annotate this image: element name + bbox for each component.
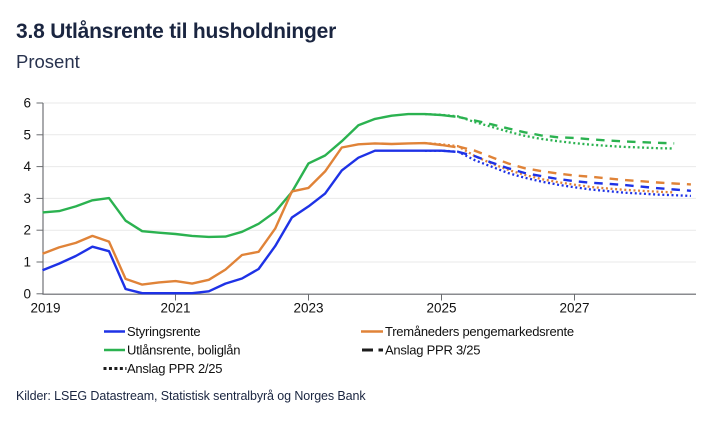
svg-text:Tremåneders pengemarkedsrente: Tremåneders pengemarkedsrente — [385, 324, 574, 339]
svg-text:2025: 2025 — [426, 301, 456, 316]
svg-text:4: 4 — [23, 159, 31, 174]
svg-text:2: 2 — [23, 223, 31, 238]
svg-text:3: 3 — [23, 191, 31, 206]
svg-text:Anslag PPR 2/25: Anslag PPR 2/25 — [127, 361, 222, 376]
svg-text:2023: 2023 — [293, 301, 323, 316]
svg-text:2027: 2027 — [559, 301, 589, 316]
svg-text:2021: 2021 — [160, 301, 190, 316]
svg-text:6: 6 — [23, 96, 31, 111]
svg-text:0: 0 — [23, 286, 31, 301]
svg-text:Styringsrente: Styringsrente — [127, 324, 200, 339]
svg-text:5: 5 — [23, 127, 31, 142]
svg-text:Utlånsrente, boliglån: Utlånsrente, boliglån — [127, 343, 240, 358]
svg-text:Anslag PPR 3/25: Anslag PPR 3/25 — [385, 343, 480, 358]
svg-text:2019: 2019 — [30, 301, 60, 316]
svg-text:1: 1 — [23, 255, 31, 270]
